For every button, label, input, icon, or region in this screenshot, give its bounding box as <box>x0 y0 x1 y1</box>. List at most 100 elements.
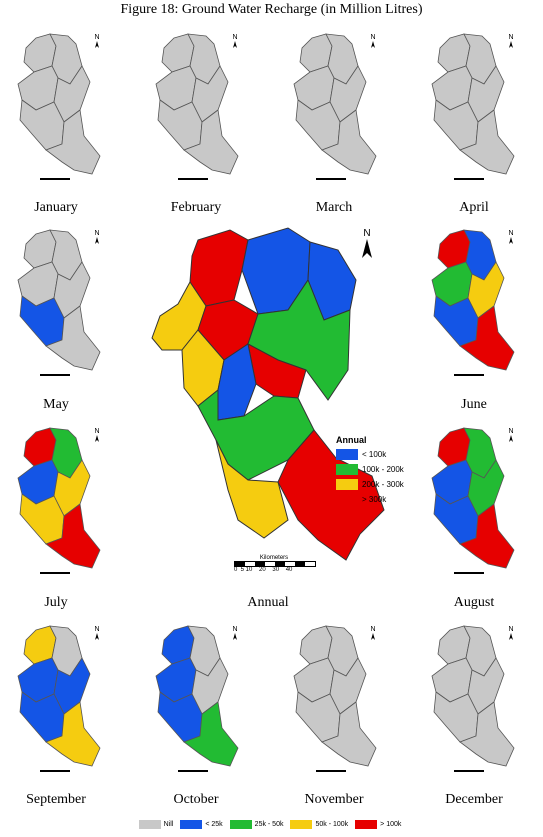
map-july-svg: N <box>17 427 101 574</box>
annual-legend-label: < 100k <box>362 450 387 459</box>
north-arrow-icon: N <box>94 428 99 435</box>
north-arrow-icon <box>233 633 237 640</box>
annual-legend-item: > 300k <box>336 492 426 507</box>
annual-legend-title: Annual <box>336 435 367 445</box>
legend-swatch-grey <box>138 820 161 829</box>
monthly-legend-item: < 25k <box>180 820 223 829</box>
scale-bar-graphic <box>316 770 346 772</box>
caption-february: February <box>170 200 222 215</box>
map-region <box>321 701 377 767</box>
legend-swatch-yellow <box>336 479 358 490</box>
north-arrow-icon: N <box>508 34 513 41</box>
map-may-svg: N <box>17 229 101 376</box>
north-arrow-icon <box>362 239 372 258</box>
map-region <box>459 701 515 767</box>
north-arrow-icon: N <box>232 34 237 41</box>
legend-swatch-green <box>229 820 252 829</box>
caption-may: May <box>43 397 69 412</box>
caption-september: September <box>26 792 86 807</box>
north-arrow-icon: N <box>508 626 513 633</box>
monthly-legend-item: 25k - 50k <box>229 820 283 829</box>
caption-june: June <box>461 397 487 412</box>
map-march: N <box>282 26 382 186</box>
map-february: N <box>144 26 244 186</box>
caption-august: August <box>453 595 495 610</box>
annual-legend-label: 200k - 300k <box>362 480 404 489</box>
north-arrow-icon: N <box>508 230 513 237</box>
legend-swatch-blue <box>180 820 203 829</box>
map-region <box>459 305 515 371</box>
map-region <box>321 109 377 175</box>
caption-january: January <box>34 200 78 215</box>
annual-legend-item: 200k - 300k <box>336 477 426 492</box>
map-november: N <box>282 618 382 778</box>
scale-bar-graphic <box>40 770 70 772</box>
north-arrow-icon <box>95 633 99 640</box>
caption-november: November <box>304 792 364 807</box>
annual-legend-label: > 300k <box>362 495 387 504</box>
north-arrow-icon <box>371 41 375 48</box>
annual-legend-item: 100k - 200k <box>336 462 426 477</box>
map-july: N <box>6 420 106 580</box>
north-arrow-icon: N <box>94 230 99 237</box>
north-arrow-icon <box>509 435 513 442</box>
monthly-legend-label: > 100k <box>380 821 402 828</box>
map-may: N <box>6 222 106 382</box>
monthly-legend-item: Nill <box>138 820 174 829</box>
map-september: N <box>6 618 106 778</box>
north-arrow-icon: N <box>363 228 370 239</box>
monthly-legend-label: 50k - 100k <box>315 821 349 828</box>
north-arrow-icon <box>95 41 99 48</box>
scale-bar-graphic <box>40 178 70 180</box>
north-arrow-icon: N <box>508 428 513 435</box>
scale-bar-graphic <box>316 178 346 180</box>
map-march-svg: N <box>293 33 377 180</box>
north-arrow-icon: N <box>94 34 99 41</box>
annual-legend: Annual < 100k 100k - 200k 200k - 300k > … <box>336 435 426 507</box>
map-january: N <box>6 26 106 186</box>
monthly-legend: Nill < 25k 25k - 50k 50k - 100k > 100k <box>0 820 543 829</box>
monthly-legend-label: Nill <box>163 821 174 828</box>
north-arrow-icon: N <box>370 626 375 633</box>
legend-swatch-red <box>336 494 358 505</box>
scale-bar-graphic <box>178 178 208 180</box>
north-arrow-icon <box>509 237 513 244</box>
scale-label: Kilometers <box>259 555 289 561</box>
monthly-legend-item: 50k - 100k <box>290 820 348 829</box>
map-august-svg: N <box>431 427 515 574</box>
caption-december: December <box>445 792 503 807</box>
north-arrow-icon <box>509 41 513 48</box>
caption-march: March <box>315 200 353 215</box>
figure-title: Figure 18: Ground Water Recharge (in Mil… <box>120 2 423 17</box>
map-annual: N <box>138 220 403 600</box>
map-august: N <box>420 420 520 580</box>
map-october: N <box>144 618 244 778</box>
scale-bar-graphic <box>40 572 70 574</box>
map-region <box>459 503 515 569</box>
caption-annual: Annual <box>247 595 289 610</box>
map-june-svg: N <box>431 229 515 376</box>
map-february-svg: N <box>155 33 239 180</box>
annual-map-region <box>215 439 289 539</box>
monthly-legend-label: < 25k <box>205 821 223 828</box>
north-arrow-icon: N <box>232 626 237 633</box>
map-december: N <box>420 618 520 778</box>
north-arrow-icon <box>95 435 99 442</box>
scale-bar-graphic <box>178 770 208 772</box>
caption-april: April <box>459 200 489 215</box>
scale-bar-graphic <box>40 374 70 376</box>
map-region <box>45 503 101 569</box>
annual-legend-label: 100k - 200k <box>362 465 404 474</box>
map-annual-svg: N <box>151 227 385 561</box>
annual-legend-item: < 100k <box>336 447 426 462</box>
monthly-legend-item: > 100k <box>355 820 401 829</box>
scale-bar-graphic <box>454 374 484 376</box>
map-region <box>45 109 101 175</box>
north-arrow-icon <box>371 633 375 640</box>
legend-swatch-yellow <box>290 820 313 829</box>
map-december-svg: N <box>431 625 515 772</box>
map-april: N <box>420 26 520 186</box>
map-region <box>459 109 515 175</box>
north-arrow-icon <box>233 41 237 48</box>
map-january-svg: N <box>17 33 101 180</box>
